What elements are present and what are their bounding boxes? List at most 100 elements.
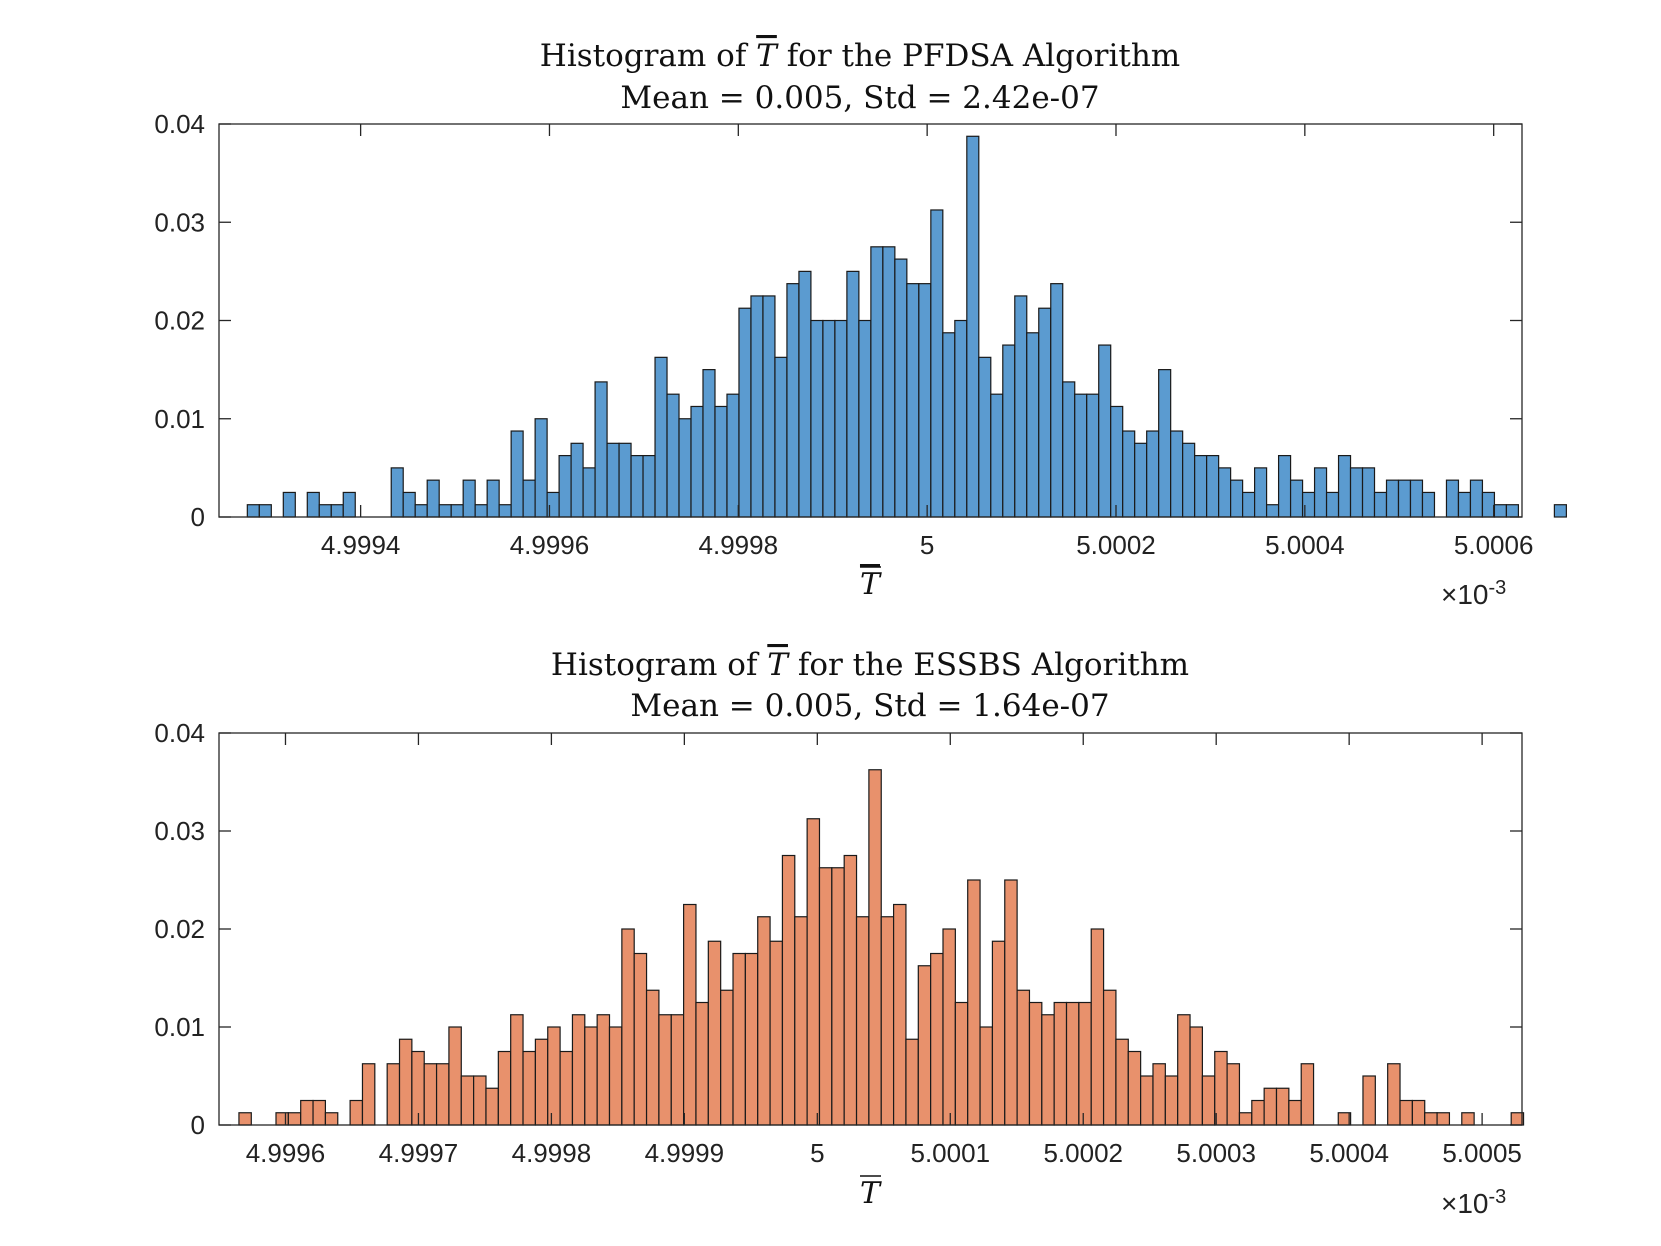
histogram-bar (744, 952, 759, 1126)
histogram-bar (621, 928, 635, 1126)
histogram-bar (460, 1075, 475, 1126)
histogram-bar (275, 1112, 289, 1126)
y-tick-label: 0 (191, 502, 205, 532)
x-tick-label: 5.0006 (1454, 530, 1534, 560)
histogram-bar (1028, 1001, 1043, 1126)
histogram-bar (1349, 467, 1364, 518)
histogram-essbs: Histogram of T for the ESSBS Algorithm M… (154, 647, 1525, 1219)
histogram-bar (1553, 504, 1567, 518)
histogram-bar (990, 393, 1004, 518)
histogram-bar (905, 1038, 919, 1126)
histogram-bar (1424, 1112, 1438, 1126)
histogram-bar (1275, 1087, 1290, 1126)
histogram-bar (1445, 479, 1460, 518)
histogram-bar (1134, 442, 1148, 518)
histogram-bar (892, 903, 907, 1126)
histogram-bar (558, 454, 572, 518)
histogram-bar (1086, 393, 1100, 518)
histogram-bar (300, 1099, 314, 1126)
x-axis-label: T (860, 567, 882, 602)
histogram-bar (870, 246, 884, 518)
histogram-bar (1065, 1001, 1080, 1126)
histogram-bar (1016, 989, 1031, 1126)
histogram-bar (695, 1001, 709, 1126)
chart-subtitle: Mean = 0.005, Std = 1.64e-07 (630, 688, 1109, 724)
histogram-bar (654, 356, 668, 518)
histogram-bar (606, 442, 620, 518)
y-tick-label: 0.03 (154, 816, 205, 846)
histogram-pfdsa: Histogram of T for the PFDSA Algorithm M… (154, 38, 1567, 610)
histogram-bar (1218, 467, 1232, 518)
histogram-bar (1158, 369, 1172, 518)
histogram-bar (349, 1099, 364, 1126)
histogram-bar (683, 903, 697, 1126)
histogram-bar (1300, 1063, 1315, 1126)
y-tick-label: 0.02 (154, 914, 205, 944)
histogram-bar (882, 246, 896, 518)
histogram-bar (978, 356, 992, 518)
histogram-bar (942, 928, 956, 1126)
histogram-bar (806, 818, 821, 1126)
histogram-bar (906, 283, 920, 518)
y-tick-label: 0.01 (154, 1012, 205, 1042)
histogram-bar (666, 393, 680, 518)
histogram-bar (1110, 405, 1124, 518)
chart-title: Histogram of T for the PFDSA Algorithm (540, 38, 1180, 74)
tick-group: 4.9996 4.9997 4.9998 4.9999 5 5.0001 5.0002 5.0… (154, 718, 1522, 1168)
histogram-bar (991, 940, 1006, 1126)
histogram-bar (534, 418, 548, 518)
x-tick-label: 5.0001 (911, 1138, 991, 1168)
x-tick-label: 4.9999 (645, 1138, 725, 1168)
histogram-bar (979, 1026, 994, 1126)
histogram-bar (1265, 504, 1280, 518)
histogram-bar (942, 332, 956, 518)
histogram-bar (894, 258, 908, 518)
histogram-bar (670, 1014, 685, 1126)
histogram-bar (534, 1038, 549, 1126)
histogram-bar (1461, 1112, 1475, 1126)
histogram-bar (1469, 479, 1484, 518)
histogram-bar (858, 319, 872, 518)
histogram-bar (1409, 479, 1424, 518)
histogram-bar (798, 270, 812, 518)
y-tick-label: 0.04 (154, 109, 205, 139)
x-tick-label: 5 (920, 530, 934, 560)
histogram-bar (584, 1026, 598, 1126)
histogram-bar (1226, 1063, 1241, 1126)
histogram-bar (435, 1063, 450, 1126)
histogram-bar (1115, 1038, 1129, 1126)
histogram-bar (582, 467, 596, 518)
histogram-bar (423, 1063, 438, 1126)
histogram-bar (1014, 295, 1028, 518)
histogram-bar (1251, 1099, 1265, 1126)
histogram-bar (559, 1050, 574, 1126)
x-tick-label: 5.0004 (1265, 530, 1345, 560)
bar-group (238, 769, 1525, 1126)
histogram-bar (678, 418, 692, 518)
histogram-bar (642, 454, 656, 518)
x-tick-label: 5.0004 (1309, 1138, 1389, 1168)
histogram-bar (1505, 504, 1520, 518)
histogram-bar (312, 1099, 327, 1126)
x-tick-label: 5.0002 (1043, 1138, 1123, 1168)
histogram-bar (324, 1112, 339, 1126)
histogram-bar (954, 1001, 969, 1126)
x-tick-label: 5.0003 (1176, 1138, 1256, 1168)
histogram-bar (426, 479, 440, 518)
histogram-bar (342, 491, 356, 518)
histogram-bar (318, 504, 332, 518)
histogram-bar (547, 1026, 561, 1126)
histogram-bar (1182, 442, 1196, 518)
x-tick-label: 5 (810, 1138, 824, 1168)
histogram-bar (594, 381, 608, 518)
histogram-bar (1201, 1075, 1216, 1126)
histogram-bar (1457, 491, 1472, 518)
histogram-bar (473, 1075, 487, 1126)
histogram-bar (633, 952, 648, 1126)
x-tick-label: 4.9998 (699, 530, 779, 560)
histogram-bar (690, 405, 704, 518)
histogram-bar (1362, 1075, 1376, 1126)
histogram-bar (462, 479, 476, 518)
histogram-bar (707, 940, 722, 1126)
histogram-bar (1098, 344, 1112, 518)
